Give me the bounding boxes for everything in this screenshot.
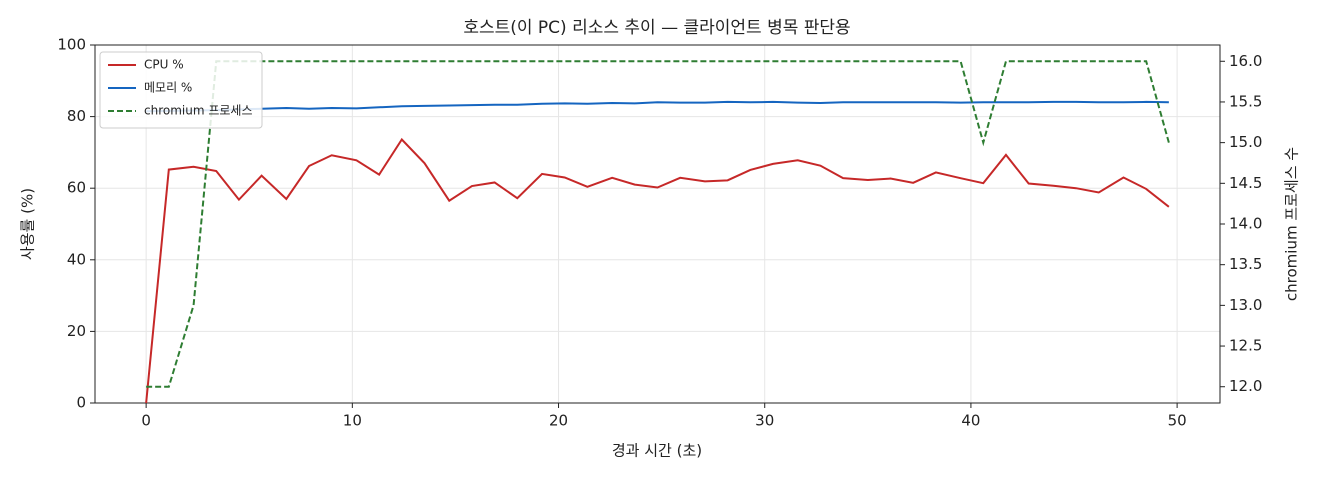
y2-tick-label: 12.5 xyxy=(1229,337,1262,355)
y2-tick-label: 12.0 xyxy=(1229,377,1262,395)
legend-box xyxy=(99,51,263,129)
y2-tick-label: 13.0 xyxy=(1229,296,1262,314)
x-tick-label: 20 xyxy=(549,412,568,430)
plot-frame xyxy=(94,44,1221,404)
series-line xyxy=(146,100,1169,113)
y2-axis-label: chromium 프로세스 수 xyxy=(1283,147,1301,301)
x-axis-label: 경과 시간 (초) xyxy=(612,442,702,460)
x-tick-label: 0 xyxy=(141,412,151,430)
y2-tick-label: 14.5 xyxy=(1229,174,1262,192)
series-line xyxy=(145,137,1170,404)
y-tick-label: 0 xyxy=(76,394,86,412)
y-axis-label: 사용률 (%) xyxy=(19,188,37,260)
legend-label: CPU % xyxy=(144,58,184,72)
y-tick-label: 20 xyxy=(67,322,86,340)
x-tick-label: 50 xyxy=(1168,412,1187,430)
x-tick-label: 30 xyxy=(755,412,774,430)
legend: CPU % 메모리 % chromium 프로세스 xyxy=(99,51,263,129)
y2-tick-label: 15.0 xyxy=(1229,133,1262,151)
x-tick-label: 10 xyxy=(343,412,362,430)
series-line xyxy=(146,60,1170,388)
legend-label: 메모리 % xyxy=(144,81,192,95)
y-tick-label: 100 xyxy=(57,36,86,54)
y2-tick-label: 14.0 xyxy=(1229,215,1262,233)
y2-tick-label: 15.5 xyxy=(1229,92,1262,110)
y-tick-label: 40 xyxy=(67,250,86,268)
legend-label: chromium 프로세스 xyxy=(144,104,253,118)
y2-tick-label: 13.5 xyxy=(1229,255,1262,273)
y-tick-label: 80 xyxy=(67,107,86,125)
y-tick-label: 60 xyxy=(67,179,86,197)
y2-tick-label: 16.0 xyxy=(1229,52,1262,70)
x-tick-label: 40 xyxy=(961,412,980,430)
chart-title: 호스트(이 PC) 리소스 추이 — 클라이언트 병목 판단용 xyxy=(463,18,850,38)
